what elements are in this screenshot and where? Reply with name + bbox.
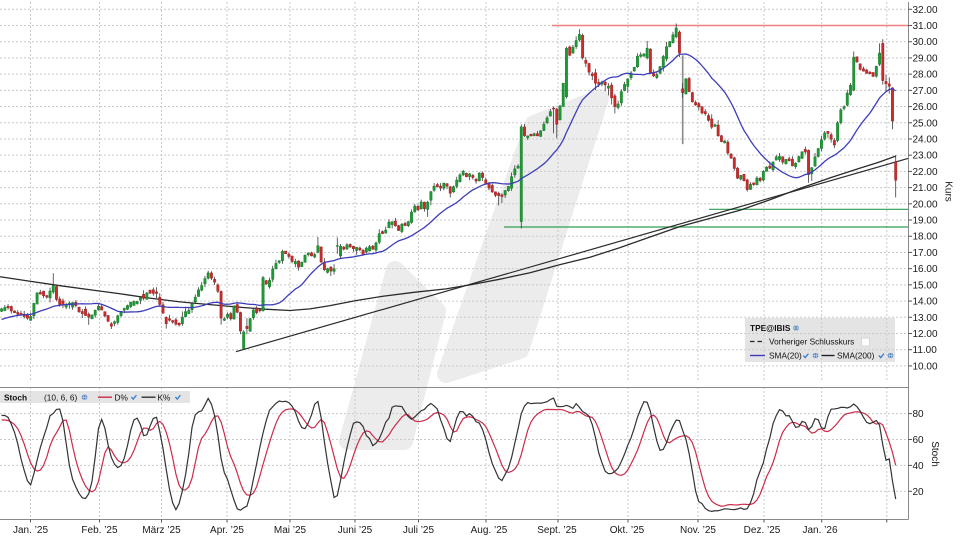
svg-text:16.00: 16.00 [913,264,938,275]
svg-text:60: 60 [913,435,925,446]
svg-text:30.00: 30.00 [913,37,938,48]
svg-text:Nov. ’25: Nov. ’25 [680,525,716,536]
svg-text:K%: K% [158,393,172,403]
svg-text:40: 40 [913,461,925,472]
svg-text:20.00: 20.00 [913,199,938,210]
svg-text:22.00: 22.00 [913,167,938,178]
svg-text:(10, 6, 6): (10, 6, 6) [44,393,77,403]
svg-text:10.00: 10.00 [913,361,938,372]
svg-text:29.00: 29.00 [913,53,938,64]
svg-text:18.00: 18.00 [913,232,938,243]
svg-text:SMA(200): SMA(200) [837,351,875,361]
svg-text:80: 80 [913,409,925,420]
svg-text:Stoch: Stoch [4,393,27,403]
svg-text:SMA(20): SMA(20) [769,351,802,361]
svg-text:31.00: 31.00 [913,21,938,32]
svg-text:Apr. ’25: Apr. ’25 [210,525,244,536]
svg-text:12.00: 12.00 [913,329,938,340]
svg-text:25.00: 25.00 [913,118,938,129]
svg-text:15.00: 15.00 [913,280,938,291]
svg-text:Jan. ’25: Jan. ’25 [13,525,48,536]
svg-text:TPE@IBIS: TPE@IBIS [750,323,791,333]
svg-text:26.00: 26.00 [913,102,938,113]
svg-text:Stoch: Stoch [929,441,940,467]
svg-text:27.00: 27.00 [913,86,938,97]
svg-text:19.00: 19.00 [913,216,938,227]
svg-text:Juni ’25: Juni ’25 [338,525,373,536]
svg-text:24.00: 24.00 [913,134,938,145]
svg-text:21.00: 21.00 [913,183,938,194]
svg-text:11.00: 11.00 [913,345,938,356]
svg-text:Kurs: Kurs [943,181,954,202]
svg-text:23.00: 23.00 [913,151,938,162]
svg-text:März ’25: März ’25 [142,525,181,536]
svg-text:Jan. ’26: Jan. ’26 [802,525,837,536]
svg-text:Feb. ’25: Feb. ’25 [81,525,118,536]
svg-text:Dez. ’25: Dez. ’25 [744,525,781,536]
svg-text:20: 20 [913,487,925,498]
svg-text:13.00: 13.00 [913,313,938,324]
svg-text:Aug. ’25: Aug. ’25 [471,525,508,536]
svg-text:17.00: 17.00 [913,248,938,259]
svg-text:D%: D% [115,393,129,403]
svg-text:32.00: 32.00 [913,5,938,16]
svg-text:14.00: 14.00 [913,297,938,308]
svg-text:Juli ’25: Juli ’25 [403,525,435,536]
svg-text:Mai ’25: Mai ’25 [274,525,307,536]
svg-text:Okt. ’25: Okt. ’25 [610,525,645,536]
svg-text:Vorheriger Schlusskurs: Vorheriger Schlusskurs [769,337,854,347]
svg-text:28.00: 28.00 [913,70,938,81]
svg-text:Sept. ’25: Sept. ’25 [537,525,577,536]
